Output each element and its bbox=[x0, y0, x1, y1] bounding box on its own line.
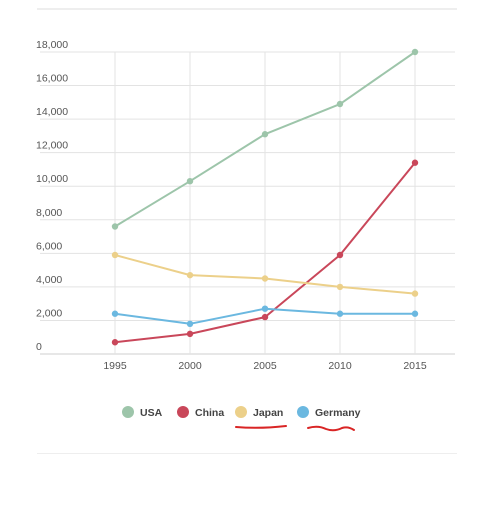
data-point-china bbox=[111, 339, 119, 346]
data-point-japan bbox=[411, 290, 419, 297]
y-tick-label: 14,000 bbox=[36, 106, 68, 118]
x-tick-label: 2010 bbox=[328, 360, 352, 372]
y-tick-label: 6,000 bbox=[36, 240, 62, 252]
y-tick-label: 8,000 bbox=[36, 207, 62, 219]
series-layer bbox=[111, 48, 419, 346]
legend-label-usa: USA bbox=[140, 407, 163, 419]
legend-marker-china bbox=[177, 406, 189, 418]
legend-item-japan[interactable]: Japan bbox=[235, 406, 283, 419]
data-point-china bbox=[411, 159, 419, 166]
y-tick-label: 0 bbox=[36, 341, 42, 353]
x-tick-label: 1995 bbox=[103, 360, 127, 372]
legend-marker-japan bbox=[235, 406, 247, 418]
data-point-china bbox=[336, 251, 344, 259]
series-japan bbox=[111, 251, 419, 297]
legend-item-germany[interactable]: Germany bbox=[297, 406, 361, 419]
x-axis: 1995 2000 2005 2010 2015 bbox=[103, 360, 427, 372]
y-tick-label: 4,000 bbox=[36, 274, 62, 286]
top-divider bbox=[37, 8, 457, 10]
data-point-usa bbox=[411, 48, 419, 56]
series-usa bbox=[111, 48, 419, 230]
y-tick-label: 16,000 bbox=[36, 73, 68, 85]
data-point-usa bbox=[186, 177, 194, 185]
data-point-japan bbox=[186, 271, 194, 279]
underline-germany bbox=[307, 425, 355, 432]
y-axis: 0 2,000 4,000 6,000 8,000 10,000 12,000 14,000 1… bbox=[36, 39, 68, 353]
data-point-japan bbox=[111, 251, 119, 259]
data-point-japan bbox=[261, 275, 269, 282]
x-tick-label: 2015 bbox=[403, 360, 427, 372]
legend-label-japan: Japan bbox=[253, 407, 283, 419]
data-point-china bbox=[261, 313, 269, 321]
y-tick-label: 12,000 bbox=[36, 140, 68, 152]
y-tick-label: 10,000 bbox=[36, 173, 68, 185]
grid-layer bbox=[40, 51, 455, 355]
series-china bbox=[111, 159, 419, 346]
data-point-germany bbox=[411, 310, 419, 317]
y-tick-label: 18,000 bbox=[36, 39, 68, 51]
annotations bbox=[235, 425, 355, 432]
data-point-germany bbox=[336, 310, 344, 317]
series-germany bbox=[111, 305, 419, 327]
data-point-usa bbox=[261, 131, 269, 138]
x-tick-label: 2005 bbox=[253, 360, 277, 372]
data-point-usa bbox=[336, 100, 344, 108]
data-point-china bbox=[186, 330, 194, 338]
underline-japan bbox=[235, 425, 287, 429]
legend-label-germany: Germany bbox=[315, 407, 361, 419]
bottom-divider bbox=[37, 453, 457, 454]
data-point-japan bbox=[336, 283, 344, 291]
data-point-germany bbox=[261, 305, 269, 312]
legend-marker-germany bbox=[297, 406, 309, 418]
legend-item-china[interactable]: China bbox=[177, 406, 224, 419]
y-tick-label: 2,000 bbox=[36, 307, 62, 319]
data-point-usa bbox=[111, 223, 119, 230]
data-point-germany bbox=[186, 320, 194, 327]
x-tick-label: 2000 bbox=[178, 360, 202, 372]
legend: USA China Japan Germany bbox=[122, 406, 361, 419]
legend-marker-usa bbox=[122, 406, 134, 418]
legend-item-usa[interactable]: USA bbox=[122, 406, 163, 419]
legend-label-china: China bbox=[195, 407, 224, 419]
data-point-germany bbox=[111, 310, 119, 317]
